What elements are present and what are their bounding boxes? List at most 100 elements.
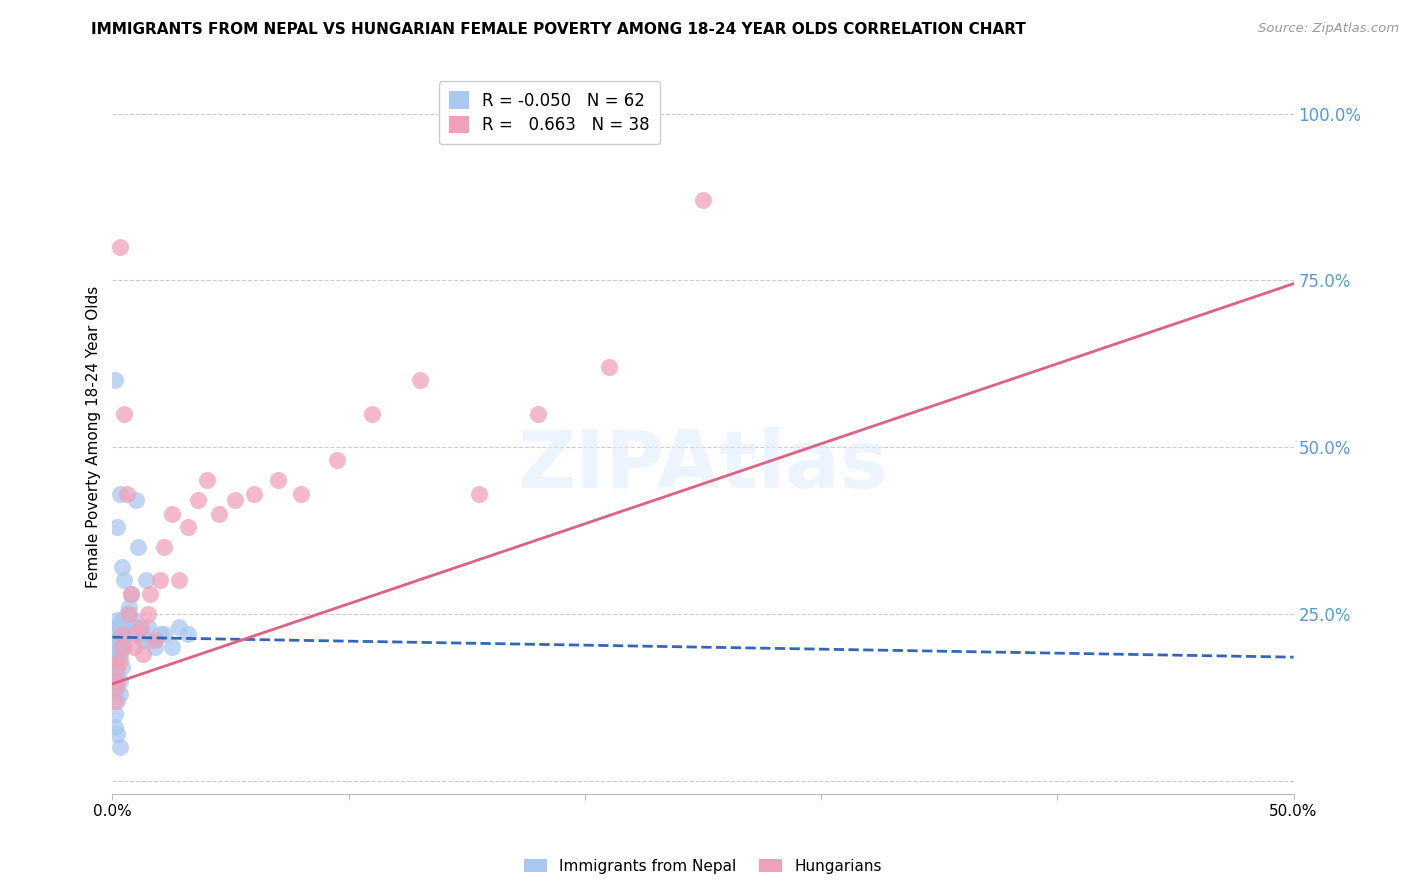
Point [127,540,149,554]
Point [108,627,131,641]
Point [136,620,159,634]
Point [108,620,131,634]
Point [111,614,134,628]
Point [153,627,176,641]
Point [177,520,200,534]
Point [195,474,218,488]
Point [115,620,138,634]
Point [104,706,127,721]
Point [112,627,135,641]
Point [120,587,142,601]
Point [105,673,128,688]
Point [104,620,127,634]
Text: Source: ZipAtlas.com: Source: ZipAtlas.com [1258,22,1399,36]
Y-axis label: Female Poverty Among 18-24 Year Olds: Female Poverty Among 18-24 Year Olds [86,286,101,588]
Point [108,647,131,661]
Point [111,627,134,641]
Point [108,653,131,667]
Point [167,620,190,634]
Point [111,627,134,641]
Point [139,633,162,648]
Point [129,620,152,634]
Point [125,493,148,508]
Point [149,574,172,588]
Legend: R = -0.050   N = 62, R =   0.663   N = 38: R = -0.050 N = 62, R = 0.663 N = 38 [439,81,659,145]
Text: IMMIGRANTS FROM NEPAL VS HUNGARIAN FEMALE POVERTY AMONG 18-24 YEAR OLDS CORRELAT: IMMIGRANTS FROM NEPAL VS HUNGARIAN FEMAL… [91,22,1026,37]
Point [105,633,128,648]
Point [112,574,135,588]
Point [104,373,127,387]
Point [105,614,128,628]
Point [186,493,208,508]
Point [104,720,127,734]
Point [108,240,131,254]
Point [129,627,152,641]
Point [112,407,135,421]
Point [135,574,157,588]
Point [153,540,176,554]
Point [105,680,128,694]
Point [111,660,134,674]
Point [105,660,128,674]
Point [104,633,127,648]
Point [111,633,134,648]
Point [361,407,384,421]
Point [105,640,128,655]
Point [104,627,127,641]
Point [111,640,134,655]
Point [526,407,548,421]
Point [112,614,135,628]
Point [290,487,312,501]
Point [104,693,127,707]
Point [125,627,148,641]
Point [111,560,134,574]
Legend: Immigrants from Nepal, Hungarians: Immigrants from Nepal, Hungarians [517,853,889,880]
Point [122,614,145,628]
Point [105,653,128,667]
Point [108,673,131,688]
Point [115,487,138,501]
Point [118,614,141,628]
Point [111,640,134,655]
Point [105,727,128,741]
Point [118,600,141,615]
Point [104,640,127,655]
Point [104,647,127,661]
Point [267,474,290,488]
Point [105,660,128,674]
Point [167,574,190,588]
Point [143,633,166,648]
Point [132,633,155,648]
Point [104,647,127,661]
Point [105,647,128,661]
Point [104,653,127,667]
Point [598,359,620,374]
Point [692,194,714,208]
Point [208,507,231,521]
Point [115,607,138,621]
Point [177,627,200,641]
Point [105,693,128,707]
Point [105,627,128,641]
Point [108,687,131,701]
Point [149,627,172,641]
Point [132,647,155,661]
Point [122,640,145,655]
Point [224,493,246,508]
Text: ZIPAtlas: ZIPAtlas [517,426,889,505]
Point [104,660,127,674]
Point [104,666,127,681]
Point [136,607,159,621]
Point [160,640,183,655]
Point [139,587,162,601]
Point [112,640,135,655]
Point [105,520,128,534]
Point [120,587,142,601]
Point [108,487,131,501]
Point [118,607,141,621]
Point [108,633,131,648]
Point [104,680,127,694]
Point [108,640,131,655]
Point [408,373,430,387]
Point [160,507,183,521]
